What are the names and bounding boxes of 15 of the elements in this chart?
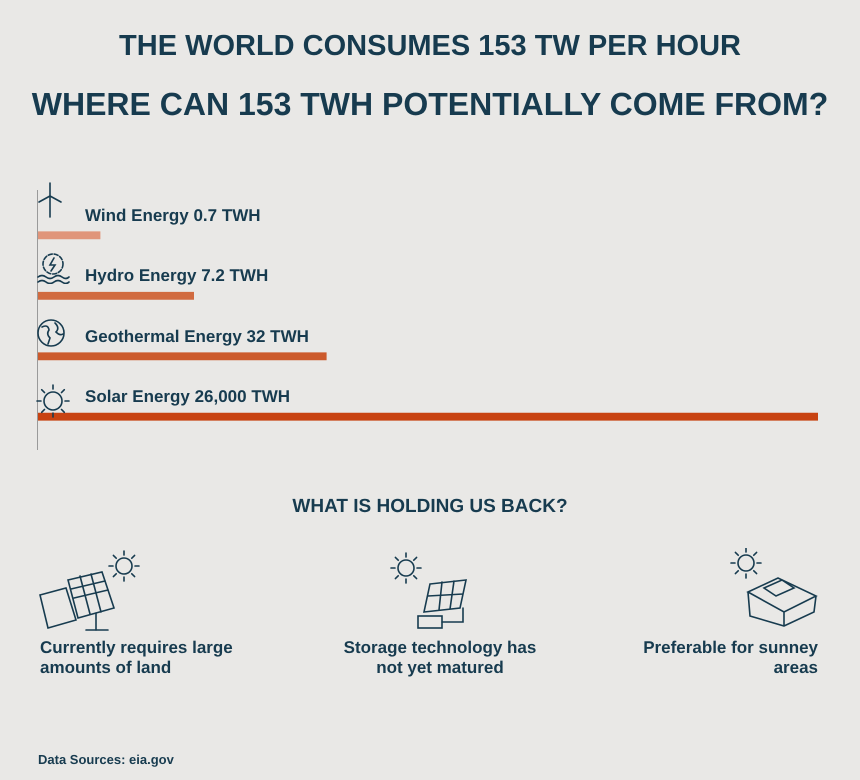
chart-title: THE WORLD CONSUMES 153 TW PER HOUR — [118, 30, 742, 63]
text: Currently requires large amounts of land — [40, 638, 234, 678]
text: WHAT IS HOLDING US BACK? — [291, 496, 569, 518]
text: Storage technology has not yet matured — [342, 638, 538, 678]
bar — [38, 231, 100, 240]
bar — [38, 412, 818, 421]
chart-subtitle: WHERE CAN 153 TWH POTENTIALLY COME FROM? — [30, 86, 830, 123]
annotation: Wind Energy 0.7 TWH — [85, 206, 261, 225]
bar — [38, 352, 327, 360]
bar — [38, 292, 194, 300]
annotation: Hydro Energy 7.2 TWH — [85, 266, 268, 285]
annotation: Geothermal Energy 32 TWH — [85, 327, 309, 346]
annotation: Solar Energy 26,000 TWH — [85, 387, 290, 406]
text: Preferable for sunney areas — [642, 638, 818, 678]
text: Data Sources: eia.gov — [38, 752, 175, 767]
